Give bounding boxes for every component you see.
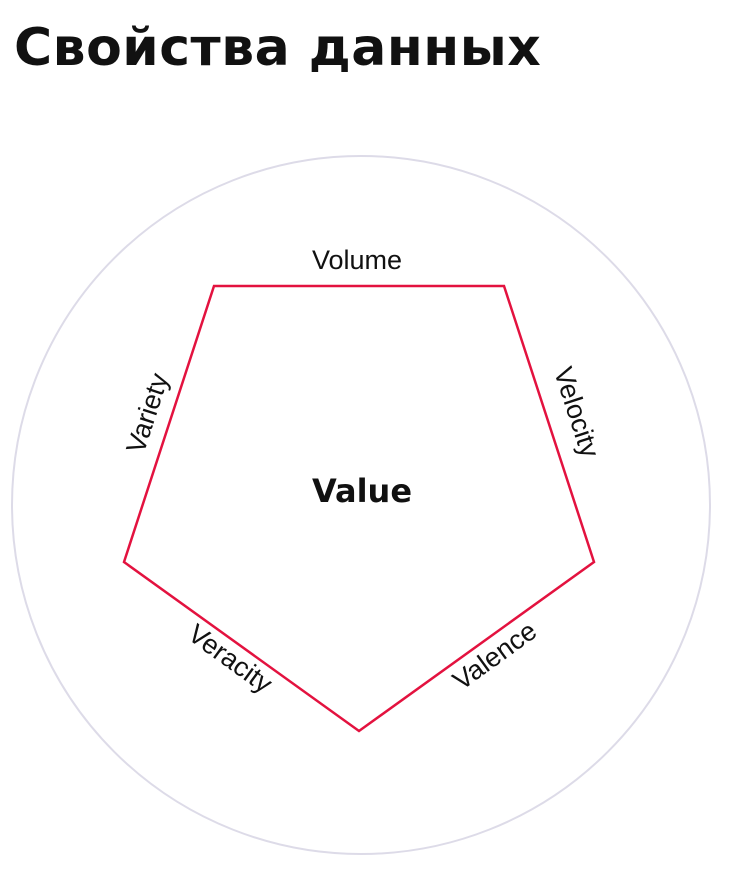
edge-label-valence: Valence	[447, 615, 542, 695]
pentagon	[122, 284, 596, 733]
page-title: Свойства данных	[14, 18, 542, 78]
edge-label-volume: Volume	[312, 245, 402, 275]
edge-label-veracity: Veracity	[183, 618, 279, 699]
center-label: Value	[312, 472, 412, 510]
edge-label-variety: Variety	[121, 369, 175, 457]
outer-circle	[11, 155, 711, 855]
